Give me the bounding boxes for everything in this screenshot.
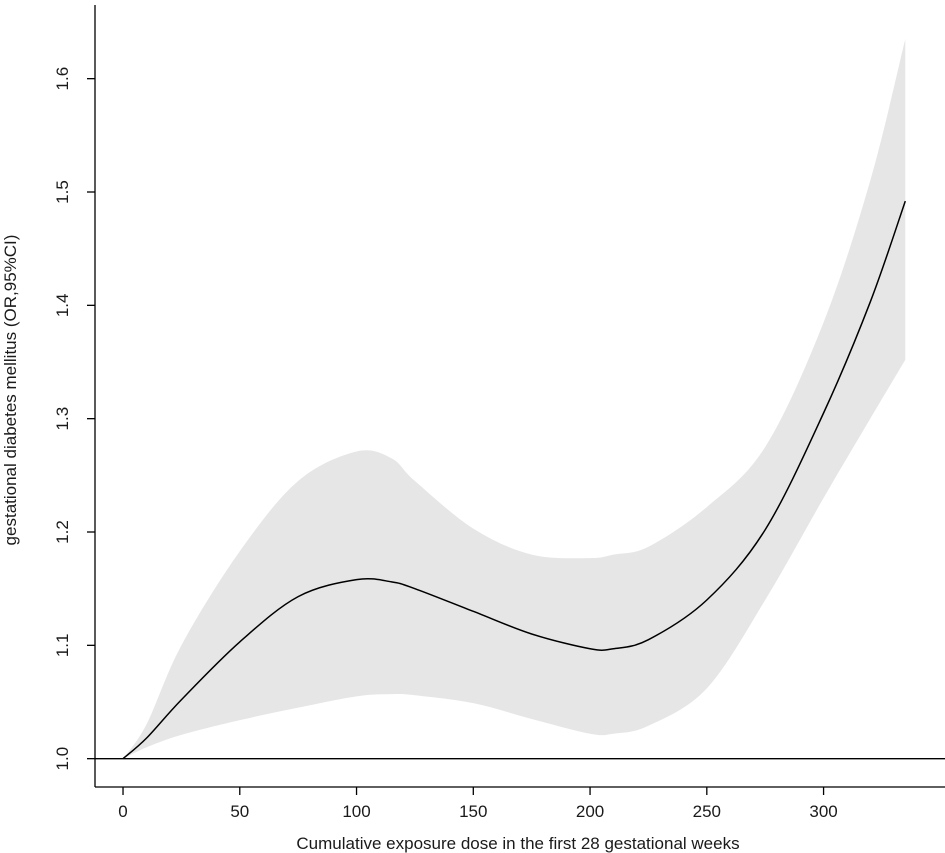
x-tick-label: 150 — [459, 802, 487, 821]
axes — [87, 5, 945, 795]
y-tick-label: 1.1 — [53, 634, 72, 658]
x-tick-label: 250 — [693, 802, 721, 821]
or-curve — [122, 200, 907, 760]
y-tick-label: 1.4 — [53, 294, 72, 318]
y-tick-label: 1.5 — [53, 180, 72, 204]
x-tick-label: 300 — [809, 802, 837, 821]
y-tick-label: 1.6 — [53, 67, 72, 91]
x-tick-label: 100 — [342, 802, 370, 821]
y-tick-label: 1.2 — [53, 520, 72, 544]
y-tick-label: 1.0 — [53, 747, 72, 771]
x-tick-label: 50 — [230, 802, 249, 821]
plot-area — [95, 39, 945, 760]
y-tick-label: 1.3 — [53, 407, 72, 431]
x-axis-title: Cumulative exposure dose in the first 28… — [296, 834, 739, 853]
confidence-band — [123, 39, 906, 759]
y-axis-title: gestational diabetes mellitus (OR,95%CI) — [1, 235, 20, 546]
tick-labels: 0 50 100 150 200 250 300 1.0 1.1 1.2 1.3 1.4 1.5 1.6 — [53, 67, 838, 821]
x-tick-label: 200 — [576, 802, 604, 821]
x-tick-label: 0 — [118, 802, 127, 821]
